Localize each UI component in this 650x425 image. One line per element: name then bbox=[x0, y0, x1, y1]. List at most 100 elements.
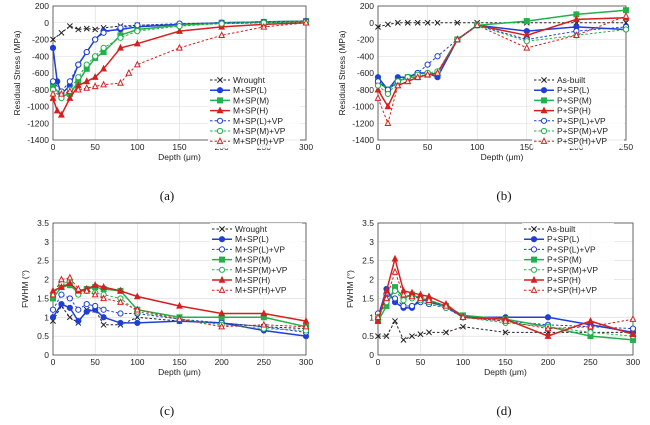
legend-marker bbox=[540, 87, 548, 94]
y-tick-label: 3 bbox=[44, 237, 49, 247]
series-line bbox=[377, 15, 627, 125]
data-point bbox=[117, 43, 124, 51]
y-tick-label: 3.5 bbox=[37, 218, 49, 228]
y-tick-label: -600 bbox=[32, 68, 49, 78]
y-tick-label: -1200 bbox=[27, 118, 49, 128]
legend-marker bbox=[530, 266, 538, 273]
plot-area-frame bbox=[377, 5, 627, 141]
legend-marker bbox=[216, 137, 224, 144]
legend-marker bbox=[530, 286, 538, 293]
data-point bbox=[502, 316, 509, 324]
x-tick-label: 50 bbox=[90, 142, 100, 152]
data-point bbox=[92, 302, 99, 310]
y-tick-label: 2.5 bbox=[37, 256, 49, 266]
data-point bbox=[218, 20, 225, 27]
x-axis-label: Depth (μm) bbox=[481, 152, 524, 162]
data-point bbox=[523, 18, 530, 25]
data-point bbox=[384, 21, 391, 28]
legend-label: M+SP(L) bbox=[233, 85, 267, 95]
x-tick-label: 100 bbox=[470, 142, 484, 152]
data-point bbox=[454, 19, 461, 26]
x-tick-label: 250 bbox=[257, 357, 271, 367]
data-point bbox=[83, 48, 90, 56]
data-point bbox=[117, 298, 124, 305]
data-point bbox=[502, 329, 509, 336]
legend-marker bbox=[218, 266, 226, 273]
data-point bbox=[66, 273, 74, 281]
x-tick-label: 250 bbox=[619, 142, 633, 152]
data-point bbox=[75, 317, 82, 325]
x-axis-label: Depth (μm) bbox=[484, 367, 527, 377]
data-point bbox=[375, 333, 381, 340]
x-tick-label: 150 bbox=[520, 142, 534, 152]
data-point bbox=[391, 287, 399, 294]
data-point bbox=[400, 290, 407, 298]
legend-label: M+SP(L) bbox=[235, 234, 269, 244]
data-point bbox=[66, 314, 73, 321]
data-point bbox=[74, 284, 82, 292]
y-tick-label: 2 bbox=[369, 275, 374, 285]
panel-label-b: (b) bbox=[496, 188, 512, 203]
y-tick-label: 3 bbox=[369, 237, 374, 247]
data-point bbox=[49, 89, 57, 97]
data-point bbox=[100, 282, 108, 290]
data-point bbox=[544, 324, 552, 332]
data-point bbox=[66, 279, 74, 287]
legend-marker bbox=[217, 77, 223, 83]
data-point bbox=[375, 23, 381, 30]
y-tick-label: 0 bbox=[369, 18, 374, 28]
y-tick-label: 200 bbox=[35, 1, 49, 11]
legend: As-builtP+SP(L)P+SP(M)P+SP(H)P+SP(L)+VPP… bbox=[532, 74, 624, 149]
data-point bbox=[443, 329, 449, 336]
x-tick-label: 100 bbox=[130, 357, 144, 367]
data-point bbox=[460, 323, 466, 330]
legend-label: P+SP(H) bbox=[557, 106, 591, 116]
x-tick-label: 250 bbox=[583, 357, 597, 367]
data-point bbox=[117, 319, 124, 327]
data-point bbox=[58, 275, 65, 283]
data-point bbox=[133, 60, 141, 68]
data-point bbox=[58, 110, 65, 118]
legend-marker bbox=[530, 275, 538, 283]
data-point bbox=[176, 23, 183, 30]
y-tick-label: -1400 bbox=[352, 135, 374, 145]
y-tick-label: -800 bbox=[357, 85, 374, 95]
y-tick-label: 1 bbox=[44, 312, 49, 322]
legend-label: M+SP(L)+VP bbox=[233, 116, 283, 126]
y-tick-label: -1200 bbox=[352, 118, 374, 128]
data-point bbox=[66, 94, 74, 101]
legend-label: As-built bbox=[547, 224, 576, 234]
data-point bbox=[53, 106, 61, 114]
data-point bbox=[426, 329, 432, 336]
panel-label-d: (d) bbox=[496, 403, 512, 418]
x-tick-label: 150 bbox=[498, 357, 512, 367]
data-point bbox=[117, 310, 124, 317]
legend-label: P+SP(M)+VP bbox=[557, 126, 608, 136]
series-line bbox=[377, 24, 627, 95]
data-point bbox=[75, 306, 82, 313]
data-point bbox=[572, 31, 580, 39]
data-point bbox=[417, 294, 424, 302]
data-point bbox=[629, 315, 637, 322]
legend: WroughtM+SP(L)M+SP(L)+VPM+SP(M)M+SP(M)+V… bbox=[210, 223, 302, 298]
plot-area-frame bbox=[377, 222, 634, 356]
legend-label: M+SP(H) bbox=[233, 106, 268, 116]
y-axis-label: FWHM (°) bbox=[20, 270, 30, 308]
data-point bbox=[134, 28, 141, 35]
series-M+SP(H)+VP bbox=[49, 18, 310, 97]
data-point bbox=[100, 44, 107, 51]
legend-label: M+SP(L)+VP bbox=[235, 244, 285, 254]
data-point bbox=[218, 322, 226, 330]
data-point bbox=[125, 68, 133, 76]
x-tick-label: 50 bbox=[90, 357, 100, 367]
y-axis-label: Residual Stress (MPa) bbox=[12, 30, 22, 115]
data-point bbox=[453, 35, 461, 43]
legend-label: P+SP(L)+VP bbox=[547, 244, 596, 254]
data-point bbox=[587, 316, 594, 324]
data-point bbox=[302, 322, 310, 330]
data-point bbox=[473, 21, 481, 28]
data-point bbox=[409, 333, 415, 340]
data-point bbox=[49, 78, 57, 85]
data-point bbox=[134, 22, 141, 29]
